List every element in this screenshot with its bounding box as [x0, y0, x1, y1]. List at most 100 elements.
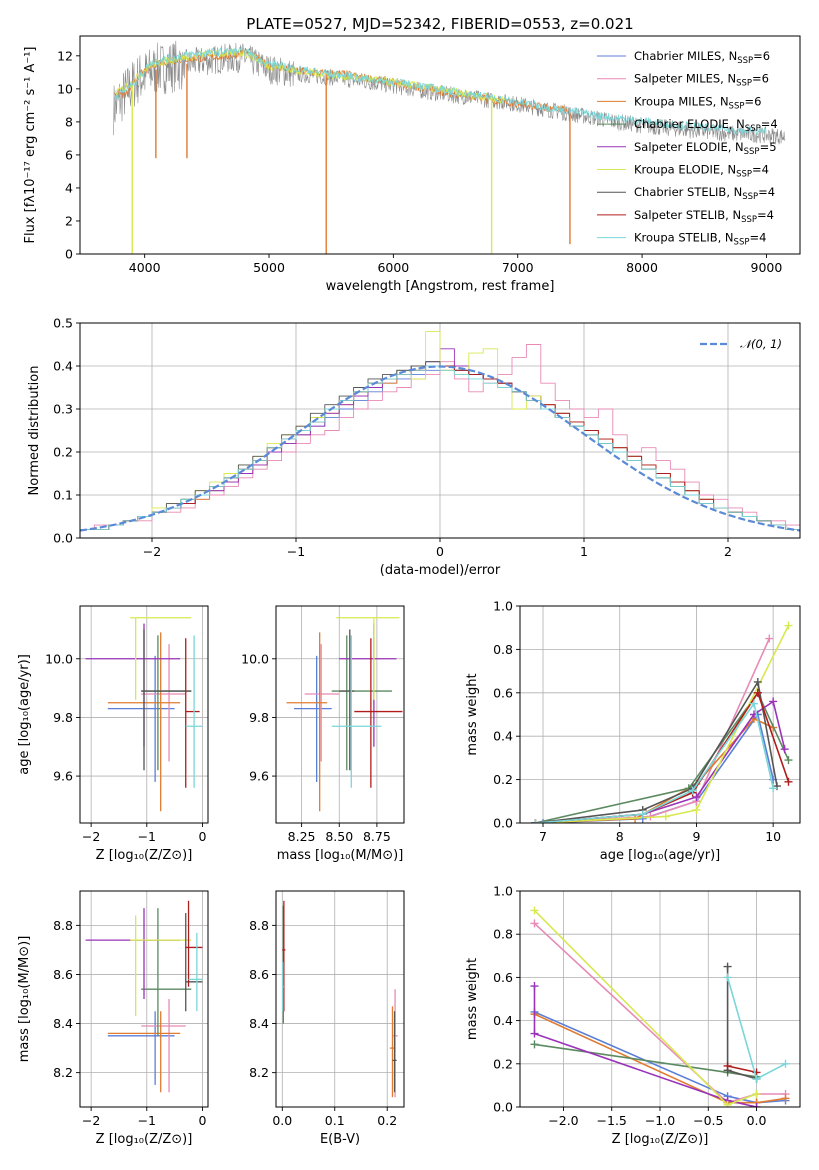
x-axis-label: Z [log₁₀(Z/Z⊙)] — [612, 1132, 709, 1147]
y-tick-label: 4 — [65, 180, 73, 195]
legend-suffix: =6 — [752, 72, 769, 86]
legend-subscript: SSP — [744, 147, 760, 157]
x-tick-label: −1 — [138, 829, 156, 844]
x-tick-label: 0 — [436, 544, 444, 559]
x-tick-label: −1 — [287, 544, 305, 559]
panel-weight-vs-age: 7 8 9 10 0.0 0.2 0.4 0.6 0.8 1.0 age [log₁₀(age/yr… — [465, 599, 801, 863]
y-tick-label: 0.1 — [53, 488, 73, 503]
model-spectrum-line — [114, 46, 767, 136]
weight-point-marker — [530, 982, 539, 991]
axes-frame: 4000 5000 6000 7000 8000 9000 0 2 4 6 8 10 12 wavelen… — [23, 35, 801, 294]
weight-point-marker — [723, 1100, 732, 1107]
x-axis-label: Z [log₁₀(Z/Z⊙)] — [96, 848, 193, 863]
x-axis-label: wavelength [Angstrom, rest frame] — [326, 279, 555, 294]
y-tick-label: 2 — [65, 213, 73, 228]
legend-subscript: SSP — [745, 124, 761, 134]
axes-frame: 0.0 0.1 0.2 8.2 8.4 8.6 8.8 E(B-V) — [249, 890, 405, 1147]
y-axis-label: mass [log₁₀(M/M⊙)] — [17, 936, 32, 1063]
x-tick-label: 0 — [198, 1113, 206, 1128]
y-tick-label: 8.2 — [249, 1065, 269, 1080]
weight-series-line — [533, 986, 757, 1107]
weight-point-marker — [784, 777, 793, 786]
axes-frame: 8.25 8.50 8.75 9.6 9.8 10.0 mass [log₁₀(M/M⊙)] — [241, 605, 405, 863]
axes-border — [79, 605, 209, 824]
weight-point-marker — [784, 621, 793, 630]
legend: 𝒩(0, 1) — [700, 337, 782, 351]
legend-text: Kroupa MILES, N — [634, 94, 729, 108]
weight-point-marker — [688, 786, 697, 795]
axes-border — [275, 605, 405, 824]
x-tick-label: 0.1 — [325, 1113, 345, 1128]
axes-border — [79, 890, 209, 1108]
weight-series-line — [533, 922, 786, 1104]
x-tick-label: 1 — [580, 544, 588, 559]
y-axis-label: mass weight — [465, 673, 480, 755]
x-tick-label: 0 — [198, 829, 206, 844]
x-tick-label: −2 — [143, 544, 161, 559]
weight-point-marker — [769, 697, 778, 706]
x-tick-label: −1 — [138, 1113, 156, 1128]
y-tick-label: 0.8 — [493, 927, 513, 942]
y-axis-label: Flux [fλ10⁻¹⁷ erg cm⁻² s⁻¹ A⁻¹] — [23, 47, 38, 244]
y-tick-label: 0.4 — [493, 1013, 513, 1028]
weight-series-line — [727, 1065, 757, 1074]
y-tick-label: 10.0 — [241, 651, 269, 666]
legend-suffix: =6 — [753, 49, 770, 63]
weight-point-marker — [780, 745, 789, 754]
x-tick-label: 5000 — [253, 260, 285, 275]
plot-area — [282, 900, 398, 1098]
y-tick-label: 0.2 — [493, 1056, 513, 1071]
y-tick-label: 6 — [65, 147, 73, 162]
weight-point-marker — [530, 919, 539, 928]
y-tick-label: 0.8 — [493, 642, 513, 657]
figure-title: PLATE=0527, MJD=52342, FIBERID=0553, z=0… — [246, 15, 633, 33]
y-tick-label: 8 — [65, 114, 73, 129]
y-tick-label: 8.2 — [53, 1065, 73, 1080]
weight-point-marker — [753, 677, 762, 686]
weight-point-marker — [784, 756, 793, 765]
legend-subscript: SSP — [737, 56, 753, 66]
x-tick-label: 2 — [724, 544, 732, 559]
weight-point-marker — [781, 1059, 790, 1068]
x-tick-label: 8.25 — [288, 829, 316, 844]
panel-mass-vs-ebv: 0.0 0.1 0.2 8.2 8.4 8.6 8.8 E(B-V) — [249, 890, 405, 1147]
y-tick-label: 12 — [57, 48, 73, 63]
y-tick-label: 0.5 — [53, 316, 73, 331]
x-tick-label: −2 — [82, 1113, 100, 1128]
y-tick-label: 1.0 — [493, 884, 513, 899]
weight-point-marker — [752, 1103, 761, 1107]
plot-area — [85, 617, 203, 812]
x-axis-label: E(B-V) — [320, 1132, 360, 1147]
gaussian-curve — [80, 365, 800, 532]
y-tick-label: 8.8 — [53, 918, 73, 933]
legend-text: Kroupa ELODIE, N — [634, 163, 736, 177]
legend-suffix: =4 — [749, 231, 766, 245]
weight-point-marker — [530, 1029, 539, 1038]
histogram-step-line — [80, 365, 800, 538]
y-tick-label: 8.4 — [53, 1016, 73, 1031]
y-tick-label: 9.6 — [53, 769, 73, 784]
x-tick-label: −1.0 — [645, 1113, 675, 1128]
axes-frame: −2 −1 0 9.6 9.8 10.0 Z [log₁₀(Z/Z⊙)] age [log₁₀… — [17, 605, 209, 863]
weight-point-marker — [769, 784, 778, 793]
x-tick-label: 8.50 — [325, 829, 353, 844]
panel-age-vs-z: −2 −1 0 9.6 9.8 10.0 Z [log₁₀(Z/Z⊙)] age [log₁₀… — [17, 605, 209, 863]
x-axis-label: age [log₁₀(age/yr)] — [600, 848, 721, 863]
x-tick-label: 7 — [539, 829, 547, 844]
weight-point-marker — [531, 819, 540, 823]
legend-suffix: =6 — [744, 94, 761, 108]
plot-area — [113, 40, 786, 254]
weight-point-marker — [661, 812, 670, 821]
weight-point-marker — [723, 973, 732, 982]
legend-text: Kroupa STELIB, N — [634, 231, 734, 245]
weight-point-marker — [530, 1040, 539, 1049]
weight-series-line — [535, 691, 790, 823]
y-tick-label: 0.6 — [493, 685, 513, 700]
plot-area — [531, 621, 793, 823]
weight-point-marker — [752, 1074, 761, 1083]
legend-entry: Salpeter ELODIE, NSSP=5 — [634, 140, 777, 157]
legend-suffix: =4 — [752, 163, 769, 177]
y-tick-label: 10.0 — [45, 651, 73, 666]
y-axis-label: age [log₁₀(age/yr)] — [17, 654, 32, 775]
